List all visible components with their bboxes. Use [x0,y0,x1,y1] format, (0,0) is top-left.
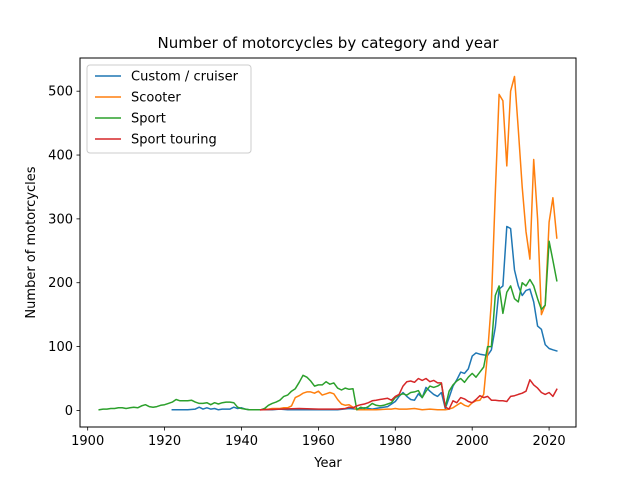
legend: Custom / cruiser Scooter Sport Sport tourin… [86,64,252,154]
series-line-3 [259,377,558,411]
y-tick-label: 0 [65,404,73,419]
y-tick-label: 300 [48,212,73,227]
x-tick-label: 1920 [148,434,181,449]
x-tick-label: 1900 [71,434,104,449]
y-tick-label: 200 [48,276,73,291]
series-line-0 [171,225,558,411]
series-group [98,75,558,411]
chart-title: Number of motorcycles by category and ye… [158,34,500,52]
series-line-2 [98,240,558,411]
y-axis-label: Number of motorcycles [24,166,39,318]
series-line-1 [259,75,558,411]
y-axis: 0 100 200 300 400 500 [48,85,80,419]
legend-label-0: Custom / cruiser [131,70,239,85]
legend-label-2: Sport [131,112,166,127]
x-tick-label: 2000 [456,434,489,449]
y-tick-label: 500 [48,85,73,100]
legend-label-3: Sport touring [131,133,217,148]
x-tick-label: 1960 [302,434,335,449]
x-axis-label: Year [313,456,342,471]
y-tick-label: 100 [48,340,73,355]
x-tick-label: 1980 [379,434,412,449]
legend-label-1: Scooter [131,91,181,106]
x-tick-label: 1940 [225,434,258,449]
legend-box [86,64,252,154]
y-tick-label: 400 [48,149,73,164]
x-tick-label: 2020 [533,434,566,449]
x-axis: 1900 1920 1940 1960 1980 2000 2020 [71,427,566,449]
plot-frame [79,57,577,428]
